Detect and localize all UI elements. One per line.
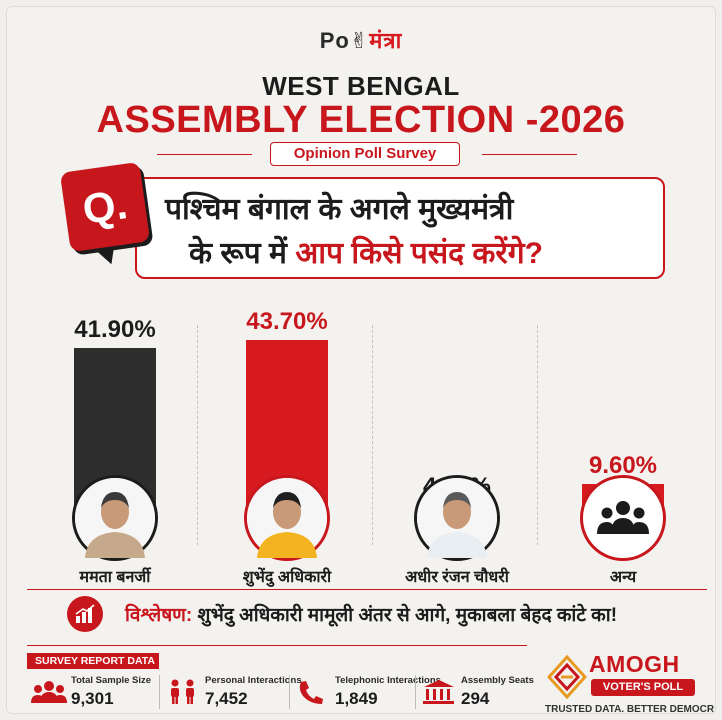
stat-label: Telephonic Interactions (335, 675, 441, 686)
report-divider (27, 645, 527, 646)
question-bubble (135, 177, 665, 279)
building-icon (421, 679, 457, 705)
poll-bar-chart: 41.90%ममता बनर्जी43.70%शुभेंदु अधिकारी4.… (7, 287, 715, 587)
logo-part-hindi: मंत्रा (369, 28, 403, 53)
stat-divider (159, 675, 160, 709)
person-photo-icon (244, 475, 330, 561)
stat-value: 294 (461, 689, 490, 708)
polmantra-logo: Po✌मंत्रा (7, 25, 715, 55)
candidate-name: शुभेंदु अधिकारी (242, 569, 332, 586)
candidate-name: ममता बनर्जी (79, 569, 151, 586)
bar-value-label: 9.60% (588, 452, 658, 479)
survey-label: Opinion Poll Survey (270, 142, 460, 166)
poster-frame: Po✌मंत्रा WEST BENGAL ASSEMBLY ELECTION … (6, 6, 716, 714)
peace-hand-icon: ✌ (349, 28, 370, 53)
title-election: ASSEMBLY ELECTION -2026 (96, 99, 626, 141)
two-persons-icon (165, 679, 201, 705)
phone-icon (295, 679, 331, 705)
analysis-text: विश्लेषण: शुभेंदु अधिकारी मामूली अंतर से… (125, 601, 617, 627)
analysis-body: शुभेंदु अधिकारी मामूली अंतर से आगे, मुका… (197, 605, 618, 626)
divider-line (482, 154, 577, 155)
people-group-icon (31, 679, 67, 705)
stat-label: Personal Interactions (205, 675, 302, 686)
voters-poll-pill: VOTER'S POLL (591, 679, 695, 696)
candidate-name: अन्य (609, 569, 637, 586)
stat-label: Assembly Seats (461, 675, 534, 686)
bar-value-label: 43.70% (246, 308, 328, 335)
stat-personal-interactions: Personal Interactions 7,452 (161, 671, 302, 711)
stat-label: Total Sample Size (71, 675, 152, 686)
stat-value: 7,452 (205, 689, 248, 708)
amogh-tagline: TRUSTED DATA. BETTER DEMOCRACY. (545, 704, 715, 714)
bar-value-label: 41.90% (74, 316, 156, 343)
question-line-2: के रूप में आप किसे पसंद करेंगे? (189, 231, 659, 272)
stat-divider (289, 675, 290, 709)
column-divider (537, 325, 538, 545)
question-line-2-dark: के रूप में (189, 237, 287, 270)
divider-line (157, 154, 252, 155)
column-divider (372, 325, 373, 545)
person-photo-icon (414, 475, 500, 561)
stat-value: 9,301 (71, 689, 114, 708)
group-icon (580, 475, 666, 561)
question-line-1: पश्चिम बंगाल के अगले मुख्यमंत्री (165, 193, 514, 226)
analysis-divider (27, 589, 707, 590)
stat-divider (415, 675, 416, 709)
title-state: WEST BENGAL (262, 71, 460, 101)
survey-report-tag: SURVEY REPORT DATA (27, 653, 159, 669)
amogh-name: AMOGH (589, 651, 680, 677)
question-line-2-red: आप किसे पसंद करेंगे? (295, 237, 543, 270)
analysis-label: विश्लेषण: (125, 605, 193, 626)
amogh-logo-icon (546, 654, 588, 700)
growth-chart-icon (67, 596, 103, 632)
column-divider (197, 325, 198, 545)
stat-total-sample: Total Sample Size 9,301 (27, 671, 157, 711)
amogh-brand: AMOGH VOTER'S POLL TRUSTED DATA. BETTER … (541, 649, 715, 714)
survey-label-row: Opinion Poll Survey (157, 142, 577, 166)
stat-telephonic-interactions: Telephonic Interactions 1,849 (291, 671, 441, 711)
logo-part-latin: Po (319, 28, 350, 53)
question-badge: Q. (59, 161, 151, 270)
candidate-name: अधीर रंजन चौधरी (405, 569, 509, 586)
person-photo-icon (72, 475, 158, 561)
question-badge-letter: Q. (59, 161, 151, 253)
stat-assembly-seats: Assembly Seats 294 (417, 671, 537, 711)
stat-value: 1,849 (335, 689, 378, 708)
